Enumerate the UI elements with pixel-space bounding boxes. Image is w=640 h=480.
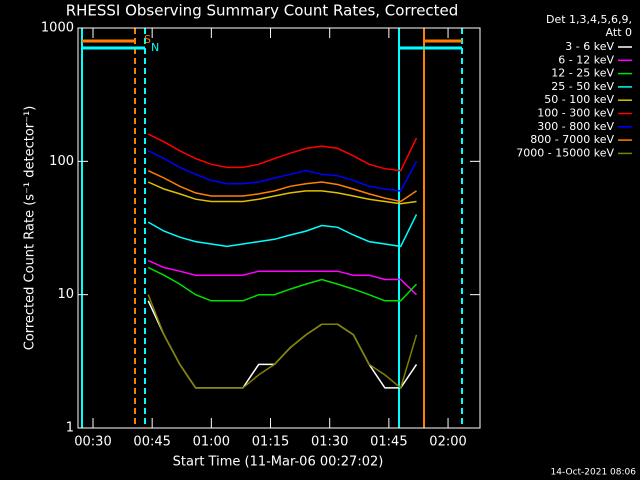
x-tick-label: 02:00	[429, 435, 466, 450]
legend-label: 50 - 100 keV	[544, 93, 614, 106]
legend-label: 100 - 300 keV	[537, 107, 614, 120]
x-tick-label: 01:00	[193, 435, 230, 450]
plot-frame	[77, 27, 481, 429]
series-line	[147, 294, 418, 390]
series-line	[147, 266, 418, 302]
legend-title: Att 0	[606, 26, 632, 39]
y-tick-label: 1	[66, 421, 74, 436]
x-tick-label: 01:30	[311, 435, 348, 450]
series-line	[147, 170, 417, 203]
x-axis-label: Start Time (11-Mar-06 00:27:02)	[173, 455, 384, 470]
series-line	[147, 300, 418, 389]
y-tick-label: 1000	[41, 21, 74, 36]
legend-label: 12 - 25 keV	[551, 67, 614, 80]
legend-label: 800 - 7000 keV	[530, 133, 614, 146]
chart-title: RHESSI Observing Summary Count Rates, Co…	[66, 2, 459, 20]
x-tick-label: 01:15	[252, 435, 289, 450]
series-line	[147, 214, 418, 248]
footer: 14-Oct-2021 08:06	[551, 468, 637, 478]
y-tick-label: 100	[49, 154, 74, 169]
legend-label: 300 - 800 keV	[537, 120, 614, 133]
y-axis-label: Corrected Count Rate (s⁻¹ detector⁻¹)	[23, 106, 38, 351]
x-tick-label: 00:30	[74, 435, 111, 450]
series-line	[147, 259, 418, 296]
legend-label: 6 - 12 keV	[558, 53, 614, 66]
legend-label: 7000 - 15000 keV	[516, 146, 614, 159]
legend-label: 25 - 50 keV	[551, 80, 614, 93]
series-line	[147, 150, 418, 192]
annotation: N	[151, 41, 159, 54]
legend-title: Det 1,3,4,5,6,9,	[546, 13, 632, 26]
annotation: S	[144, 33, 151, 46]
x-tick-label: 00:45	[133, 435, 170, 450]
series-line	[147, 181, 417, 205]
legend-label: 3 - 6 keV	[565, 40, 614, 53]
series-line	[147, 133, 418, 172]
flags	[81, 28, 463, 428]
y-tick-label: 10	[57, 287, 74, 302]
x-tick-label: 01:45	[370, 435, 407, 450]
